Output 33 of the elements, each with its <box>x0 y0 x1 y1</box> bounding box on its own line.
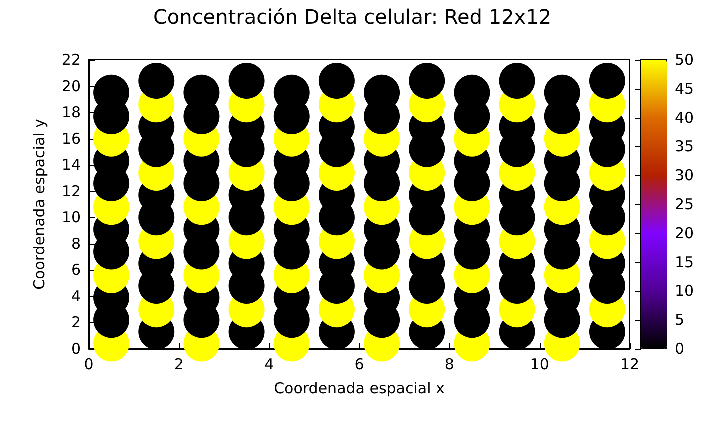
color-bar-label: 45 <box>675 80 694 98</box>
chart-title: Concentración Delta celular: Red 12x12 <box>153 5 552 29</box>
x-tick-label: 8 <box>444 356 454 374</box>
color-bar-label: 5 <box>675 311 685 330</box>
y-tick-label: 12 <box>62 182 81 200</box>
y-tick-label: 14 <box>62 156 81 174</box>
color-bar-label: 15 <box>675 253 694 272</box>
y-tick-label: 6 <box>71 261 81 280</box>
x-tick-label: 4 <box>264 356 274 374</box>
x-axis-title: Coordenada espacial x <box>274 380 446 398</box>
color-bar-label: 40 <box>675 108 694 127</box>
y-tick-label: 18 <box>62 104 81 122</box>
y-tick-label: 2 <box>71 314 81 332</box>
color-bar-label: 35 <box>675 138 694 156</box>
y-tick-label: 20 <box>62 77 81 96</box>
y-tick-label: 16 <box>62 130 81 148</box>
color-bar-label: 30 <box>675 166 694 185</box>
color-bar-label: 25 <box>675 196 694 214</box>
x-tick-label: 6 <box>354 356 364 374</box>
y-tick-label: 22 <box>62 51 81 69</box>
color-bar-label: 20 <box>675 224 694 242</box>
color-bar-label: 50 <box>675 51 694 69</box>
x-tick-label: 0 <box>84 356 94 374</box>
y-tick-label: 0 <box>71 340 81 358</box>
x-tick-label: 2 <box>174 356 184 374</box>
y-tick-label: 10 <box>62 208 81 227</box>
y-axis-title: Coordenada espacial y <box>30 118 48 290</box>
x-tick-label: 12 <box>620 356 640 374</box>
y-tick-label: 8 <box>71 234 81 253</box>
x-tick-label: 10 <box>530 356 550 374</box>
y-tick-label: 4 <box>71 287 81 306</box>
color-bar-label: 0 <box>675 340 685 358</box>
color-bar-label: 10 <box>675 282 694 300</box>
